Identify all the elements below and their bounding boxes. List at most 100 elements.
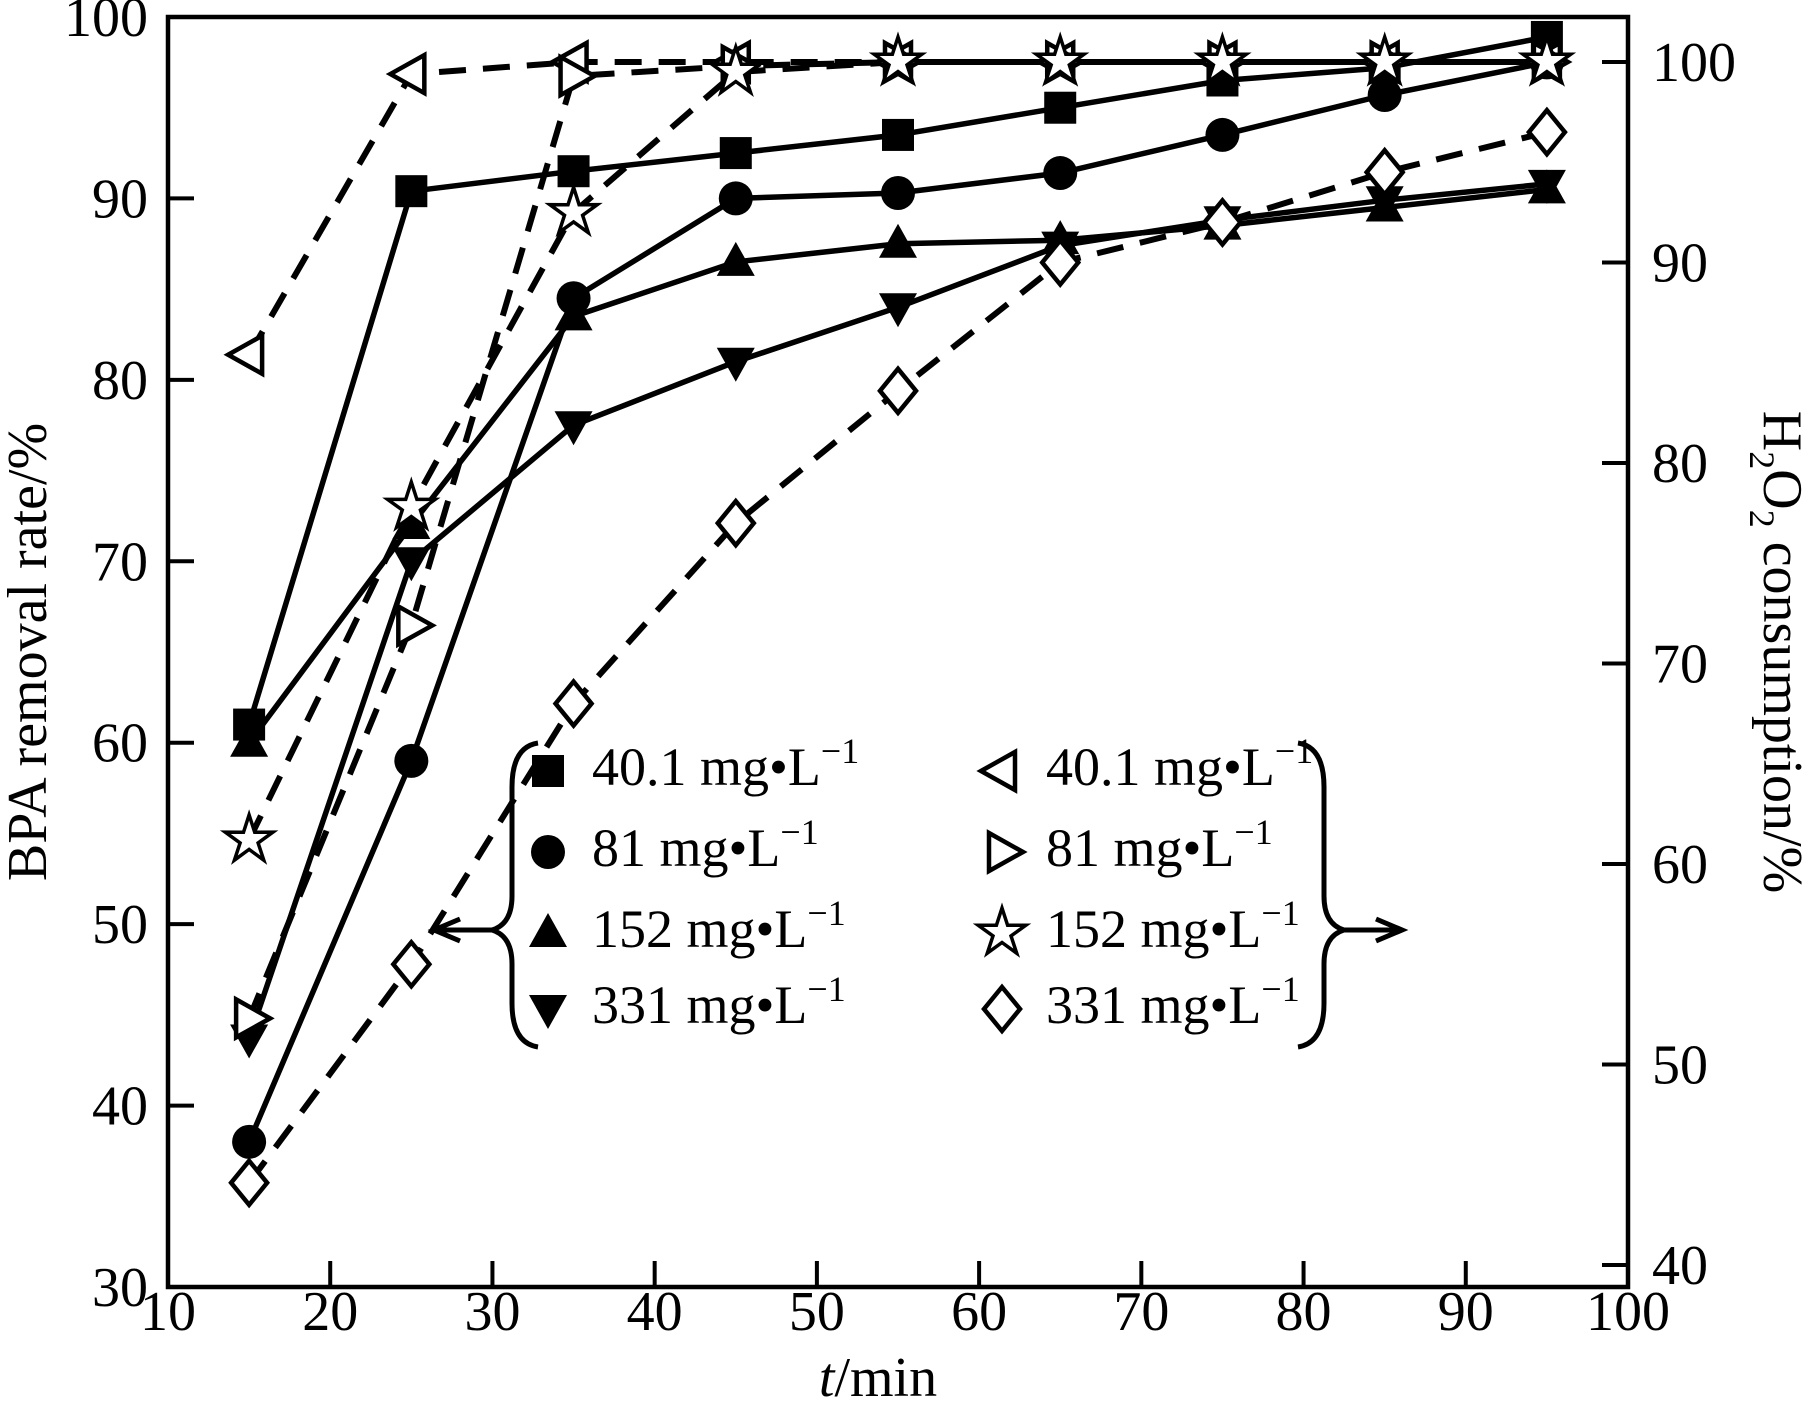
marker-circle-filled-bpa-81	[394, 743, 429, 778]
series-line-h2o2-152	[246, 59, 1547, 842]
legend-marker-square-filled	[532, 755, 564, 787]
legend-sup: −1	[807, 969, 845, 1009]
legend-unit: mg•L	[687, 737, 821, 797]
legend-conc: 40.1	[1046, 737, 1141, 797]
marker-triangle-right-open-h2o2-81	[558, 53, 600, 99]
marker-star-open-h2o2-152	[706, 41, 766, 97]
marker-diamond-open-h2o2-331	[390, 938, 433, 990]
left-tick-label: 100	[64, 0, 148, 49]
legend-label: 331 mg•L−1	[592, 969, 846, 1035]
marker-diamond-open-h2o2-331	[1201, 196, 1244, 248]
marker-triangle-down-filled-bpa-331	[554, 411, 593, 446]
left-tick-label: 40	[92, 1076, 148, 1138]
marker-diamond-open-h2o2-331	[1039, 236, 1082, 289]
legend-unit: mg•L	[1127, 975, 1261, 1035]
marker-triangle-up-filled-bpa-152	[879, 223, 917, 258]
legend-sup: −1	[807, 893, 845, 933]
legend-marker-triangle-down-filled	[529, 995, 567, 1029]
legend-marker-star-open	[972, 902, 1032, 958]
marker-diamond-open-h2o2-331	[714, 497, 757, 549]
marker-star-open-h2o2-152	[382, 476, 441, 532]
x-tick-label: 10	[140, 1281, 196, 1343]
left-tick-label: 80	[92, 350, 148, 412]
series-line-bpa-152	[246, 186, 1548, 745]
legend-label: 40.1 mg•L−1	[1046, 731, 1313, 797]
right-axis-title-sub2: 2	[1742, 510, 1782, 528]
legend-unit: mg•L	[1127, 899, 1261, 959]
legend-sup: −1	[780, 812, 818, 852]
left-tick-label: 70	[92, 531, 148, 593]
right-tick-label: 60	[1652, 834, 1708, 896]
marker-circle-filled-bpa-81	[718, 181, 753, 216]
legend-label: 81 mg•L−1	[592, 812, 819, 878]
marker-square-filled-bpa-40.1	[395, 175, 428, 208]
legend-label: 81 mg•L−1	[1046, 812, 1273, 878]
right-tick-label: 80	[1652, 433, 1708, 495]
marker-star-open-h2o2-152	[1193, 31, 1252, 87]
right-axis-title-rest: consumption/%	[1751, 528, 1810, 894]
marker-diamond-open-h2o2-331	[228, 1157, 271, 1209]
right-tick-label: 50	[1652, 1035, 1708, 1097]
marker-triangle-right-open-h2o2-81	[396, 602, 437, 649]
x-tick-label: 40	[627, 1281, 683, 1343]
series-markers	[219, 20, 1577, 1209]
right-tick-label: 100	[1652, 32, 1736, 94]
x-tick-label: 90	[1438, 1281, 1494, 1343]
marker-triangle-left-open-h2o2-40.1	[223, 331, 265, 378]
right-tick-label: 70	[1652, 634, 1708, 696]
right-axis-title-o: O	[1751, 469, 1810, 509]
x-tick-label: 30	[464, 1281, 520, 1343]
marker-circle-filled-bpa-81	[1367, 78, 1402, 113]
right-axis-title-sub: 2	[1742, 451, 1782, 469]
marker-square-filled-bpa-40.1	[719, 137, 752, 170]
marker-circle-filled-bpa-81	[1205, 117, 1240, 152]
legend-label: 40.1 mg•L−1	[592, 731, 859, 797]
legend-unit: mg•L	[673, 899, 807, 959]
marker-triangle-down-filled-bpa-331	[716, 347, 755, 382]
legend-label: 152 mg•L−1	[592, 893, 846, 959]
legend-conc: 152	[1046, 899, 1127, 959]
marker-square-filled-bpa-40.1	[1044, 91, 1077, 124]
marker-triangle-down-filled-bpa-331	[879, 293, 917, 328]
legend-brace-left	[483, 740, 539, 1050]
x-axis-title-t: t	[819, 1347, 836, 1408]
marker-triangle-up-filled-bpa-152	[230, 722, 269, 757]
marker-diamond-open-h2o2-331	[1525, 106, 1568, 158]
x-tick-label: 50	[789, 1281, 845, 1343]
x-tick-label: 80	[1276, 1281, 1332, 1343]
marker-triangle-up-filled-bpa-152	[392, 505, 431, 539]
marker-star-open-h2o2-152	[1030, 31, 1090, 87]
legend-marker-triangle-up-filled	[529, 913, 567, 947]
marker-circle-filled-bpa-81	[232, 1124, 267, 1159]
left-tick-label: 60	[92, 713, 148, 775]
left-axis-title: BPA removal rate/%	[0, 423, 59, 881]
legend-unit: mg•L	[1100, 818, 1234, 878]
legend-unit: mg•L	[673, 975, 807, 1035]
marker-star-open-h2o2-152	[1355, 31, 1414, 87]
right-tick-label: 90	[1652, 233, 1708, 295]
axis-ticks	[166, 60, 1630, 1287]
marker-triangle-left-open-h2o2-40.1	[385, 51, 427, 97]
legend-label: 152 mg•L−1	[1046, 893, 1300, 959]
right-axis-title-h: H	[1751, 411, 1810, 451]
right-arrow-icon	[1375, 916, 1409, 944]
marker-triangle-up-filled-bpa-152	[554, 296, 593, 331]
right-tick-label: 40	[1652, 1235, 1708, 1297]
legend-marker-triangle-right-open	[986, 829, 1028, 875]
x-tick-label: 100	[1586, 1281, 1670, 1343]
legend-label: 331 mg•L−1	[1046, 969, 1300, 1035]
marker-diamond-open-h2o2-331	[1363, 146, 1406, 198]
legend-unit: mg•L	[646, 818, 780, 878]
left-tick-label: 50	[92, 894, 148, 956]
legend-sup: −1	[1234, 812, 1272, 852]
marker-triangle-right-open-h2o2-81	[233, 995, 275, 1042]
right-axis-title: H2O2 consumption/%	[1742, 411, 1810, 893]
marker-star-open-h2o2-152	[544, 181, 603, 238]
marker-triangle-down-filled-bpa-331	[392, 547, 431, 582]
legend-brace-right	[1297, 740, 1353, 1050]
marker-diamond-open-h2o2-331	[552, 678, 595, 730]
legend-sup: −1	[1275, 731, 1313, 771]
marker-triangle-up-filled-bpa-152	[716, 241, 755, 276]
x-axis-title-rest: /min	[834, 1347, 937, 1408]
